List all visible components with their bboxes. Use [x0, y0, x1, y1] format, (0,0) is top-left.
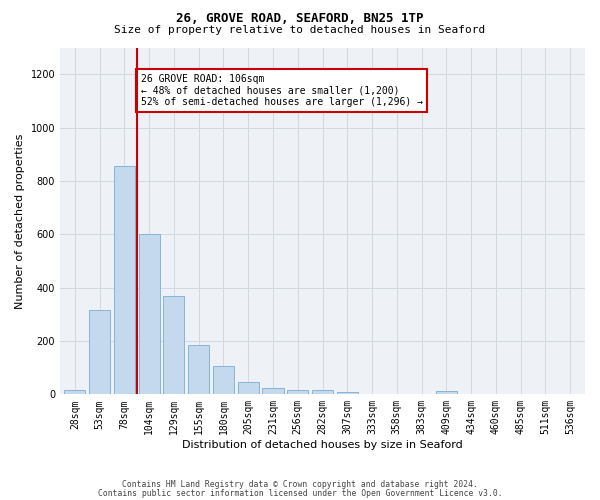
- Text: 26, GROVE ROAD, SEAFORD, BN25 1TP: 26, GROVE ROAD, SEAFORD, BN25 1TP: [176, 12, 424, 26]
- Text: Size of property relative to detached houses in Seaford: Size of property relative to detached ho…: [115, 25, 485, 35]
- X-axis label: Distribution of detached houses by size in Seaford: Distribution of detached houses by size …: [182, 440, 463, 450]
- Bar: [89, 310, 110, 394]
- Text: Contains HM Land Registry data © Crown copyright and database right 2024.: Contains HM Land Registry data © Crown c…: [122, 480, 478, 489]
- Bar: [238, 382, 259, 394]
- Bar: [213, 366, 234, 394]
- Bar: [262, 388, 284, 394]
- Bar: [312, 390, 333, 394]
- Bar: [64, 390, 85, 394]
- Y-axis label: Number of detached properties: Number of detached properties: [15, 133, 25, 308]
- Bar: [188, 345, 209, 395]
- Bar: [436, 391, 457, 394]
- Text: Contains public sector information licensed under the Open Government Licence v3: Contains public sector information licen…: [98, 488, 502, 498]
- Bar: [287, 390, 308, 394]
- Bar: [163, 296, 184, 394]
- Bar: [337, 392, 358, 394]
- Bar: [114, 166, 135, 394]
- Text: 26 GROVE ROAD: 106sqm
← 48% of detached houses are smaller (1,200)
52% of semi-d: 26 GROVE ROAD: 106sqm ← 48% of detached …: [140, 74, 422, 108]
- Bar: [139, 234, 160, 394]
